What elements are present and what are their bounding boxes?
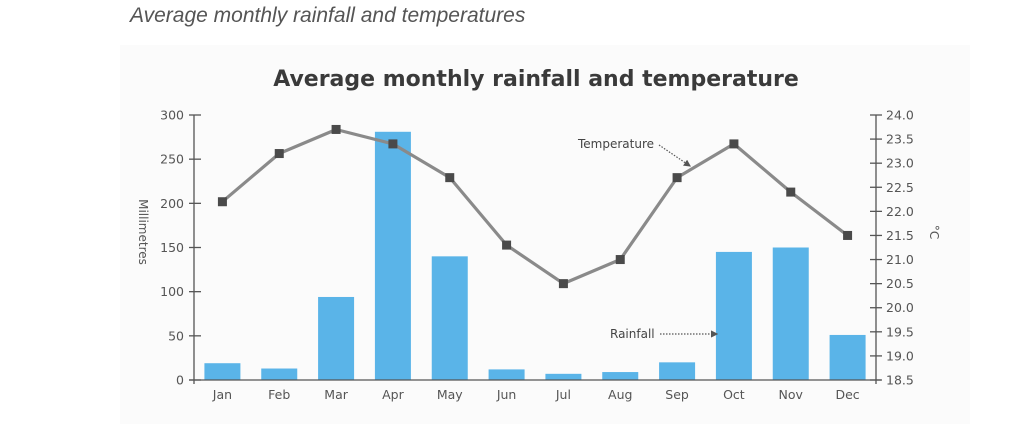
right-axis-tick-label: 22.0: [886, 204, 914, 219]
rainfall-bar-mar: [318, 296, 355, 380]
temperature-annotation-arrow: [658, 144, 691, 167]
temperature-marker-sep: [672, 173, 682, 183]
rainfall-bar-sep: [659, 362, 696, 380]
rainfall-bar-apr: [374, 131, 411, 380]
right-axis-tick-label: 21.5: [886, 228, 914, 243]
temperature-line: [221, 127, 849, 286]
right-axis-tick-label: 19.5: [886, 324, 914, 339]
x-axis-tick-label: Nov: [779, 387, 804, 402]
rainfall-bar-aug: [602, 372, 639, 380]
right-axis-tick-label: 21.0: [886, 252, 914, 267]
temperature-marker-nov: [786, 187, 796, 197]
temperature-marker-jul: [558, 279, 568, 289]
rainfall-annotation: Rainfall: [610, 327, 719, 341]
rainfall-bar-may: [431, 256, 468, 380]
left-axis-tick-label: 200: [160, 196, 184, 211]
rainfall-bar-jan: [204, 363, 241, 380]
rainfall-bar-jul: [545, 373, 582, 380]
right-axis-tick-label: 23.5: [886, 132, 914, 147]
x-axis-tick-label: Apr: [382, 387, 404, 402]
chart-title: Average monthly rainfall and temperature: [273, 67, 799, 92]
chart-panel: [120, 45, 970, 424]
left-axis-tick-label: 0: [176, 373, 184, 388]
temperature-annotation: Temperature: [577, 137, 691, 167]
temperature-marker-jun: [502, 240, 512, 250]
temperature-marker-may: [445, 173, 455, 183]
rainfall-bar-feb: [261, 368, 298, 380]
x-axis-tick-label: Jan: [212, 387, 232, 402]
right-axis-tick-label: 18.5: [886, 373, 914, 388]
right-axis-tick-label: 20.0: [886, 300, 914, 315]
rainfall-bar-nov: [772, 247, 809, 380]
left-axis-tick-label: 300: [160, 108, 184, 123]
temperature-line-group: [217, 124, 853, 289]
x-axis-tick-label: Jul: [555, 387, 571, 402]
rainfall-bar-dec: [829, 334, 866, 380]
x-axis-tick-label: Mar: [324, 387, 348, 402]
left-axis-tick-label: 100: [160, 284, 184, 299]
right-axis-tick-label: 20.5: [886, 276, 914, 291]
x-axis: Jan Feb Mar Apr May Jun Jul Aug Sep Oct Nov Dec: [189, 379, 881, 402]
temperature-marker-feb: [274, 149, 284, 159]
x-axis-tick-label: Oct: [723, 387, 745, 402]
x-axis-tick-label: Jun: [496, 387, 517, 402]
x-axis-tick-label: Aug: [608, 387, 632, 402]
left-axis-tick-label: 150: [160, 240, 184, 255]
left-axis-tick-label: 250: [160, 152, 184, 167]
right-axis-tick-label: 22.5: [886, 180, 914, 195]
right-axis: 18.5 19.0 19.5 20.0 20.5 21.0 21.5 22.0 22.5 23.0…: [870, 108, 914, 388]
page-caption: Average monthly rainfall and temperature…: [130, 4, 526, 27]
rainfall-bar-jun: [488, 369, 525, 380]
right-axis-tick-label: 19.0: [886, 348, 914, 363]
left-axis-tick-label: 50: [168, 328, 184, 343]
x-axis-tick-label: Sep: [665, 387, 689, 402]
temperature-marker-jan: [217, 197, 227, 207]
temperature-marker-oct: [729, 139, 739, 149]
rainfall-bar-oct: [715, 251, 752, 380]
temperature-annotation-label: Temperature: [577, 137, 654, 151]
right-axis-tick-label: 24.0: [886, 108, 914, 123]
temperature-marker-mar: [331, 124, 341, 134]
temperature-marker-dec: [843, 230, 853, 240]
x-axis-tick-label: Dec: [835, 387, 859, 402]
left-axis: 0 50 100 150 200 250 300: [160, 108, 201, 388]
temperature-marker-aug: [615, 255, 625, 265]
x-axis-tick-label: May: [437, 387, 463, 402]
rainfall-bars: [204, 131, 866, 380]
right-axis-title: °C: [927, 225, 941, 239]
temperature-marker-apr: [388, 139, 398, 149]
right-axis-tick-label: 23.0: [886, 156, 914, 171]
rainfall-annotation-label: Rainfall: [610, 327, 655, 341]
x-axis-tick-label: Feb: [268, 387, 290, 402]
left-axis-title: Millimetres: [136, 199, 150, 265]
